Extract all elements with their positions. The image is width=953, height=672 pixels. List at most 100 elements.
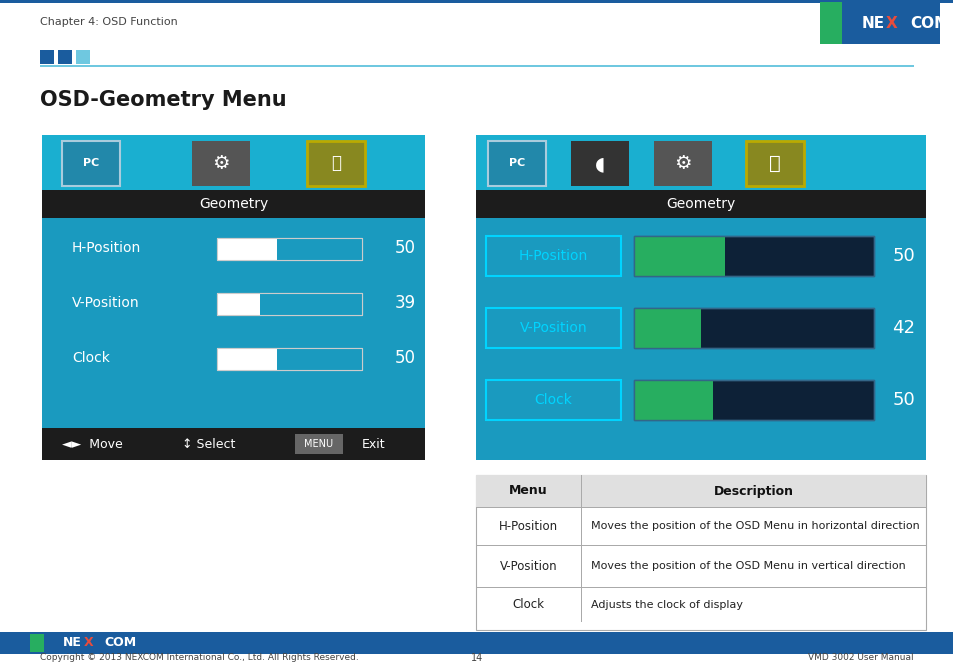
Text: Description: Description (713, 485, 793, 497)
Bar (476, 545, 925, 546)
Text: 50: 50 (395, 349, 416, 367)
Bar (476, 135, 925, 190)
Bar (476, 226, 925, 286)
Bar (485, 380, 620, 420)
Text: OSD-Geometry Menu: OSD-Geometry Menu (40, 90, 286, 110)
Text: COM: COM (104, 636, 136, 650)
Text: MENU: MENU (304, 439, 334, 449)
Text: 50: 50 (395, 239, 416, 257)
Text: PC: PC (508, 159, 524, 169)
Bar (580, 545, 581, 587)
Text: Adjusts the clock of display: Adjusts the clock of display (590, 599, 742, 610)
Bar (488, 141, 545, 186)
Bar (30, 634, 44, 652)
Text: ⚙: ⚙ (212, 154, 230, 173)
Bar (40, 65, 913, 67)
Bar (42, 135, 424, 190)
Bar (216, 238, 276, 260)
Text: Moves the position of the OSD Menu in vertical direction: Moves the position of the OSD Menu in ve… (590, 561, 904, 571)
Bar (216, 293, 260, 315)
Bar (476, 135, 925, 460)
Bar (634, 236, 873, 276)
Text: 50: 50 (892, 247, 915, 265)
Bar (216, 293, 361, 315)
Bar (42, 428, 424, 460)
Bar (820, 2, 939, 44)
Bar (216, 293, 361, 315)
Bar (580, 475, 581, 507)
Text: NE: NE (861, 15, 884, 30)
Text: X: X (84, 636, 93, 650)
Bar (216, 238, 361, 260)
Bar (580, 587, 581, 622)
Bar (216, 348, 276, 370)
Bar (40, 50, 54, 64)
Bar (745, 141, 803, 186)
Text: X: X (885, 15, 897, 30)
Bar (634, 380, 712, 420)
Bar (476, 507, 925, 508)
Bar (0, 0, 953, 3)
Bar (476, 475, 925, 630)
Text: Copyright © 2013 NEXCOM International Co., Ltd. All Rights Reserved.: Copyright © 2013 NEXCOM International Co… (40, 653, 358, 663)
Bar (476, 507, 925, 508)
Text: Geometry: Geometry (666, 197, 735, 211)
Text: PC: PC (83, 159, 99, 169)
Text: COM: COM (909, 15, 948, 30)
Text: Clock: Clock (71, 351, 110, 365)
Text: 42: 42 (892, 319, 915, 337)
Text: 14: 14 (471, 653, 482, 663)
Bar (476, 587, 925, 588)
Bar (580, 507, 581, 545)
Bar (485, 236, 620, 276)
Bar (820, 2, 841, 44)
Text: ◄►  Move: ◄► Move (62, 437, 123, 450)
Text: NE: NE (63, 636, 82, 650)
Text: 50: 50 (892, 391, 915, 409)
Text: Chapter 4: OSD Function: Chapter 4: OSD Function (40, 17, 177, 27)
Text: ◖: ◖ (595, 154, 604, 173)
Bar (216, 348, 361, 370)
Text: Clock: Clock (534, 393, 572, 407)
Bar (634, 308, 700, 348)
Text: V-Position: V-Position (499, 560, 557, 573)
Text: V-Position: V-Position (519, 321, 587, 335)
Text: H-Position: H-Position (518, 249, 587, 263)
Bar (260, 293, 361, 315)
Bar (276, 238, 361, 260)
Text: ⏰: ⏰ (331, 155, 340, 173)
Bar (216, 348, 361, 370)
Bar (58, 50, 71, 64)
Text: V-Position: V-Position (71, 296, 139, 310)
Bar (62, 141, 120, 186)
Bar (476, 475, 925, 507)
Text: ↕ Select: ↕ Select (182, 437, 235, 450)
Bar (634, 308, 873, 348)
Text: VMD 3002 User Manual: VMD 3002 User Manual (807, 653, 913, 663)
Text: ⚙: ⚙ (674, 154, 691, 173)
Text: Exit: Exit (361, 437, 385, 450)
Text: ⏰: ⏰ (768, 154, 781, 173)
Text: Menu: Menu (509, 485, 547, 497)
Bar (30, 634, 115, 652)
Bar (476, 370, 925, 430)
Bar (476, 298, 925, 358)
Bar (634, 380, 873, 420)
Bar (76, 50, 90, 64)
Bar (216, 238, 361, 260)
Text: H-Position: H-Position (498, 519, 558, 532)
Bar (42, 190, 424, 218)
Bar (634, 236, 873, 276)
Bar (571, 141, 628, 186)
Bar (294, 434, 343, 454)
Bar (192, 141, 250, 186)
Bar (485, 308, 620, 348)
Bar (634, 236, 724, 276)
Bar (276, 348, 361, 370)
Text: Clock: Clock (512, 598, 544, 611)
Bar (476, 190, 925, 218)
Bar (42, 135, 424, 460)
Text: H-Position: H-Position (71, 241, 141, 255)
Text: Geometry: Geometry (198, 197, 268, 211)
Bar (654, 141, 711, 186)
